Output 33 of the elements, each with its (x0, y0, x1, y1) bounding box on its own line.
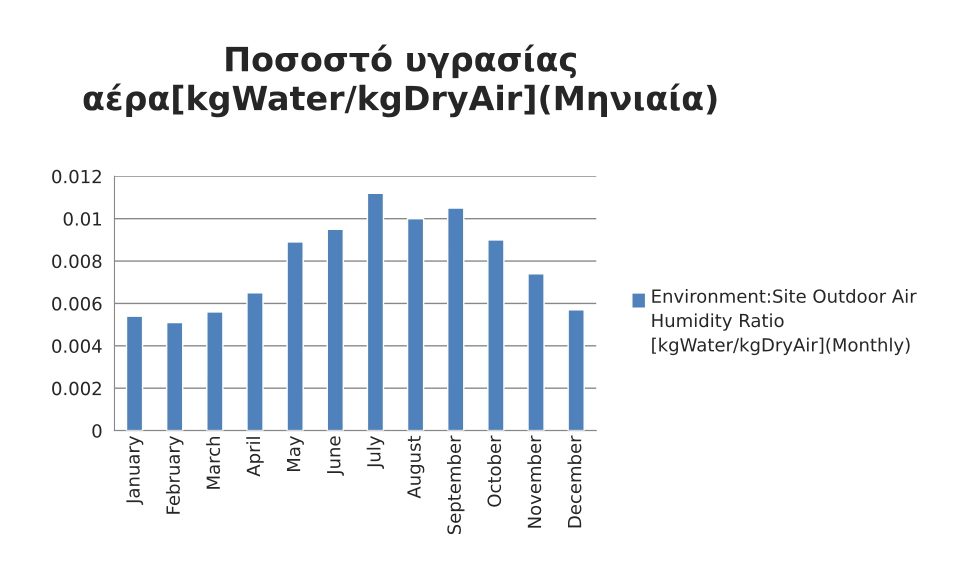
x-tick-label: January (126, 436, 144, 505)
x-tick-label: April (246, 437, 264, 477)
bar (246, 292, 264, 431)
bar (166, 322, 184, 431)
x-tick-label: November (527, 435, 542, 528)
bar (326, 228, 344, 431)
x-tick-label: March (206, 437, 220, 489)
bar (286, 241, 304, 431)
x-tick-label: October (487, 435, 502, 507)
y-tick-label: 0.004 (52, 339, 102, 353)
y-tick-label: 0.012 (52, 170, 101, 184)
y-tick-label: 0 (92, 424, 102, 438)
bar (206, 311, 224, 431)
x-tick-label: July (366, 436, 384, 469)
chart-title: Ποσοστό υγρασίας αέρα[kgWater/kgDryAir](Μηνιαία) (84, 44, 716, 118)
bar (527, 273, 545, 431)
x-tick-label: June (327, 436, 344, 476)
bar (126, 315, 144, 431)
bar (366, 192, 384, 431)
x-tick-label: August (407, 436, 424, 499)
bar (406, 218, 424, 431)
x-tick-label: May (286, 436, 304, 472)
bar (447, 207, 464, 431)
y-tick-label: 0.008 (52, 254, 102, 268)
x-tick-label: September (446, 435, 464, 534)
y-tick-label: 0.002 (52, 382, 101, 396)
x-tick-label: December (567, 435, 582, 528)
bar (487, 239, 505, 431)
y-tick-label: 0.006 (52, 296, 102, 311)
bar (567, 309, 585, 431)
y-tick-label: 0.01 (64, 212, 102, 226)
x-tick-label: February (166, 436, 184, 514)
legend-label: Environment:Site Outdoor Air Humidity Ratio [kgWater/kgDryAir](Monthly) (652, 289, 917, 356)
